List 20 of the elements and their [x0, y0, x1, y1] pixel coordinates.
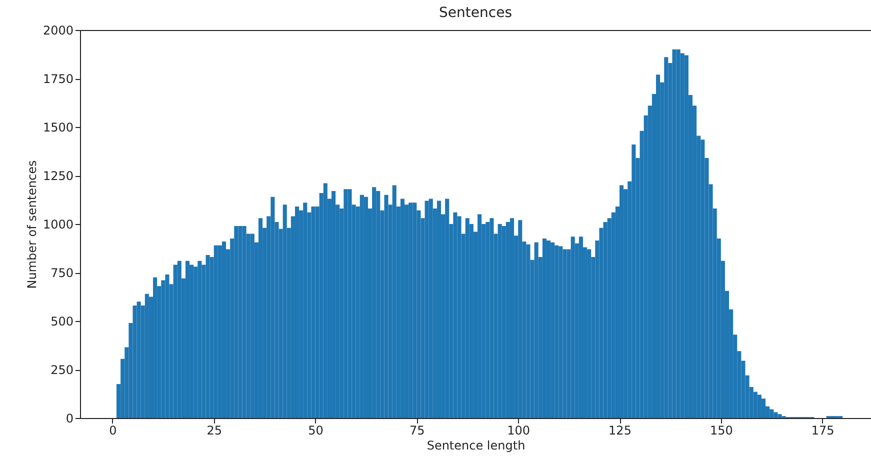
y-tick-label: 500 [50, 314, 74, 328]
x-tick-label: 25 [206, 424, 222, 438]
x-tick-label: 100 [507, 424, 530, 438]
x-tick-label: 150 [710, 424, 733, 438]
x-tick-label: 50 [308, 424, 324, 438]
y-tick-label: 1500 [42, 120, 74, 134]
y-axis-title: Number of sentences [24, 160, 39, 289]
x-tick-label: 175 [811, 424, 834, 438]
x-tick-label: 0 [109, 424, 117, 438]
x-tick-label: 75 [410, 424, 425, 438]
y-tick-label: 1750 [42, 72, 74, 86]
y-tick-label: 2000 [42, 24, 74, 38]
y-tick-label: 1250 [42, 169, 74, 183]
chart-title: Sentences [439, 5, 512, 21]
y-tick-label: 0 [66, 412, 74, 426]
y-tick-label: 1000 [42, 218, 74, 232]
x-tick-label: 125 [608, 424, 632, 438]
y-tick-label: 250 [50, 363, 74, 377]
y-tick-label: 750 [50, 266, 74, 280]
x-axis-title: Sentence length [426, 438, 526, 452]
